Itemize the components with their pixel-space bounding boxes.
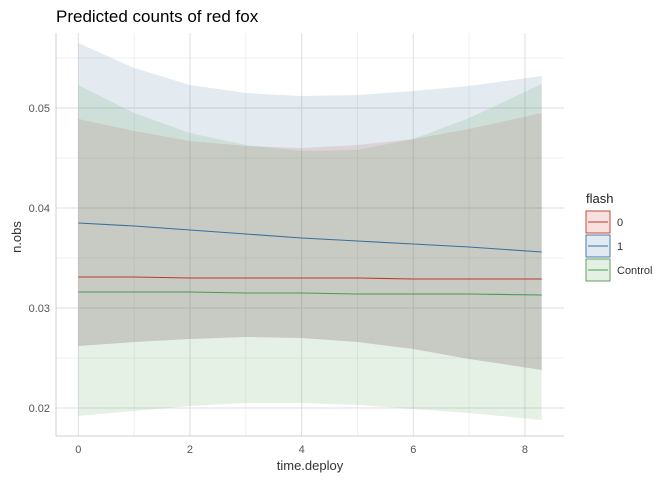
x-tick-label: 0 (75, 444, 81, 456)
y-tick-label: 0.02 (29, 403, 50, 415)
y-tick-label: 0.04 (29, 203, 50, 215)
legend-title: flash (586, 191, 613, 206)
legend: flash 0 1 Control (585, 191, 652, 282)
y-axis-label: n.obs (9, 221, 24, 253)
legend-label-0: 0 (617, 217, 623, 229)
line-series-Control (78, 291, 542, 296)
legend-label-1: 1 (617, 241, 623, 253)
y-tick-label: 0.03 (29, 303, 50, 315)
line-series-0 (78, 276, 542, 280)
confidence-bands (78, 43, 542, 420)
x-tick-label: 2 (187, 444, 193, 456)
band-series-Control (78, 84, 542, 420)
band-series-1 (78, 43, 542, 370)
band-series-0 (78, 113, 542, 370)
x-tick-label: 4 (299, 444, 305, 456)
gridlines (56, 33, 564, 436)
x-axis-label: time.deploy (277, 458, 344, 473)
chart-title: Predicted counts of red fox (56, 7, 259, 26)
line-series-1 (78, 222, 542, 253)
series-lines (78, 222, 542, 296)
y-tick-label: 0.05 (29, 103, 50, 115)
legend-label-Control: Control (617, 265, 652, 277)
x-tick-label: 6 (410, 444, 416, 456)
x-tick-label: 8 (522, 444, 528, 456)
axes: 0 2 4 6 8 0.02 0.03 0.04 0.05 (29, 33, 564, 456)
